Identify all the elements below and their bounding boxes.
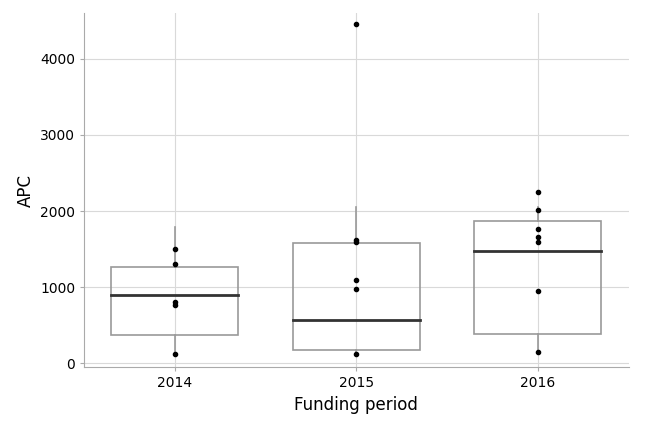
Bar <box>474 221 601 334</box>
Bar <box>111 267 238 335</box>
X-axis label: Funding period: Funding period <box>294 396 419 414</box>
Bar <box>293 243 420 350</box>
Y-axis label: APC: APC <box>17 174 34 206</box>
